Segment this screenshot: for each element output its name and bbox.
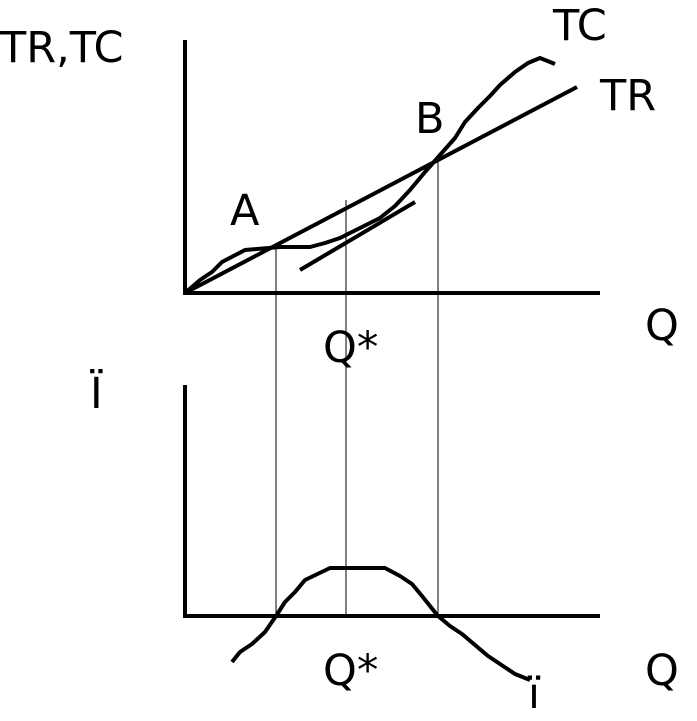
top-axes (183, 40, 600, 295)
profit-label: ï (527, 669, 541, 717)
tr-line (184, 85, 578, 295)
tr-label: TR (599, 71, 656, 121)
tc-curve (183, 56, 556, 295)
q-star-label: Q* (323, 323, 378, 373)
point-b-label: B (415, 94, 445, 144)
bottom-axes (183, 385, 600, 618)
point-a-label: A (230, 186, 260, 236)
q-star-label: Q* (323, 646, 378, 696)
x-axis-label: Q (645, 301, 679, 351)
y-axis-label: TR,TC (0, 23, 124, 73)
x-axis-label: Q (645, 646, 679, 696)
y-axis-label: Ï (90, 368, 103, 419)
profit-curve (230, 566, 531, 682)
tc-label: TC (552, 1, 607, 51)
tangent-line (298, 200, 417, 272)
